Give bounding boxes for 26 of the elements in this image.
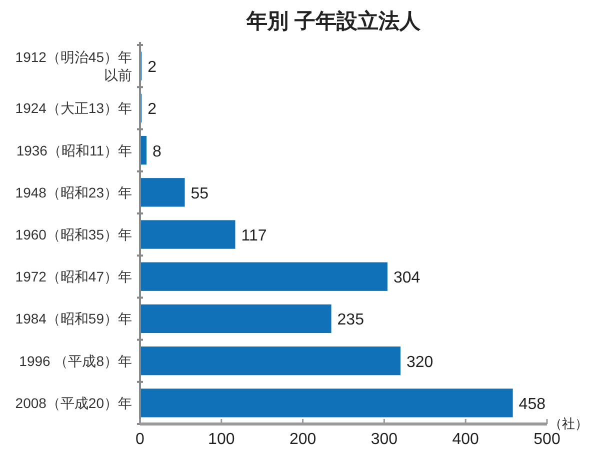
data-label: 458 xyxy=(518,396,546,413)
y-tick-label: 2008（平成20）年 xyxy=(15,394,132,411)
x-tick-label: 500 xyxy=(534,431,560,448)
y-tick-label: 1972（昭和47）年 xyxy=(15,268,132,285)
y-tick-label: 1936（昭和11）年 xyxy=(16,142,132,158)
y-tick-label: 1924（大正13）年 xyxy=(15,100,132,116)
data-label: 304 xyxy=(393,270,420,287)
data-label: 2 xyxy=(148,59,157,76)
y-tick-label: 1996 （平成8）年 xyxy=(19,352,132,369)
data-label: 117 xyxy=(241,228,267,244)
y-tick-label: 1948（昭和23）年 xyxy=(15,184,132,200)
x-tick-label: 400 xyxy=(452,431,480,448)
data-label: 55 xyxy=(190,185,209,202)
chart-title: 年別 子年設立法人 xyxy=(246,9,422,33)
data-label: 2 xyxy=(148,101,157,118)
data-label: 320 xyxy=(406,354,434,371)
data-label: 8 xyxy=(152,143,162,160)
x-tick-label: 0 xyxy=(136,431,145,448)
x-tick-label: 200 xyxy=(289,431,316,448)
y-tick-label: 1912（明治45）年以前 xyxy=(15,49,132,84)
x-tick-label: 100 xyxy=(208,431,235,448)
data-label: 235 xyxy=(337,312,364,329)
y-tick-label: 1960（昭和35）年 xyxy=(15,226,132,242)
x-tick-label: 300 xyxy=(370,431,398,448)
x-axis-title: （社） xyxy=(549,416,588,431)
y-tick-label: 1984（昭和59）年 xyxy=(15,310,132,327)
